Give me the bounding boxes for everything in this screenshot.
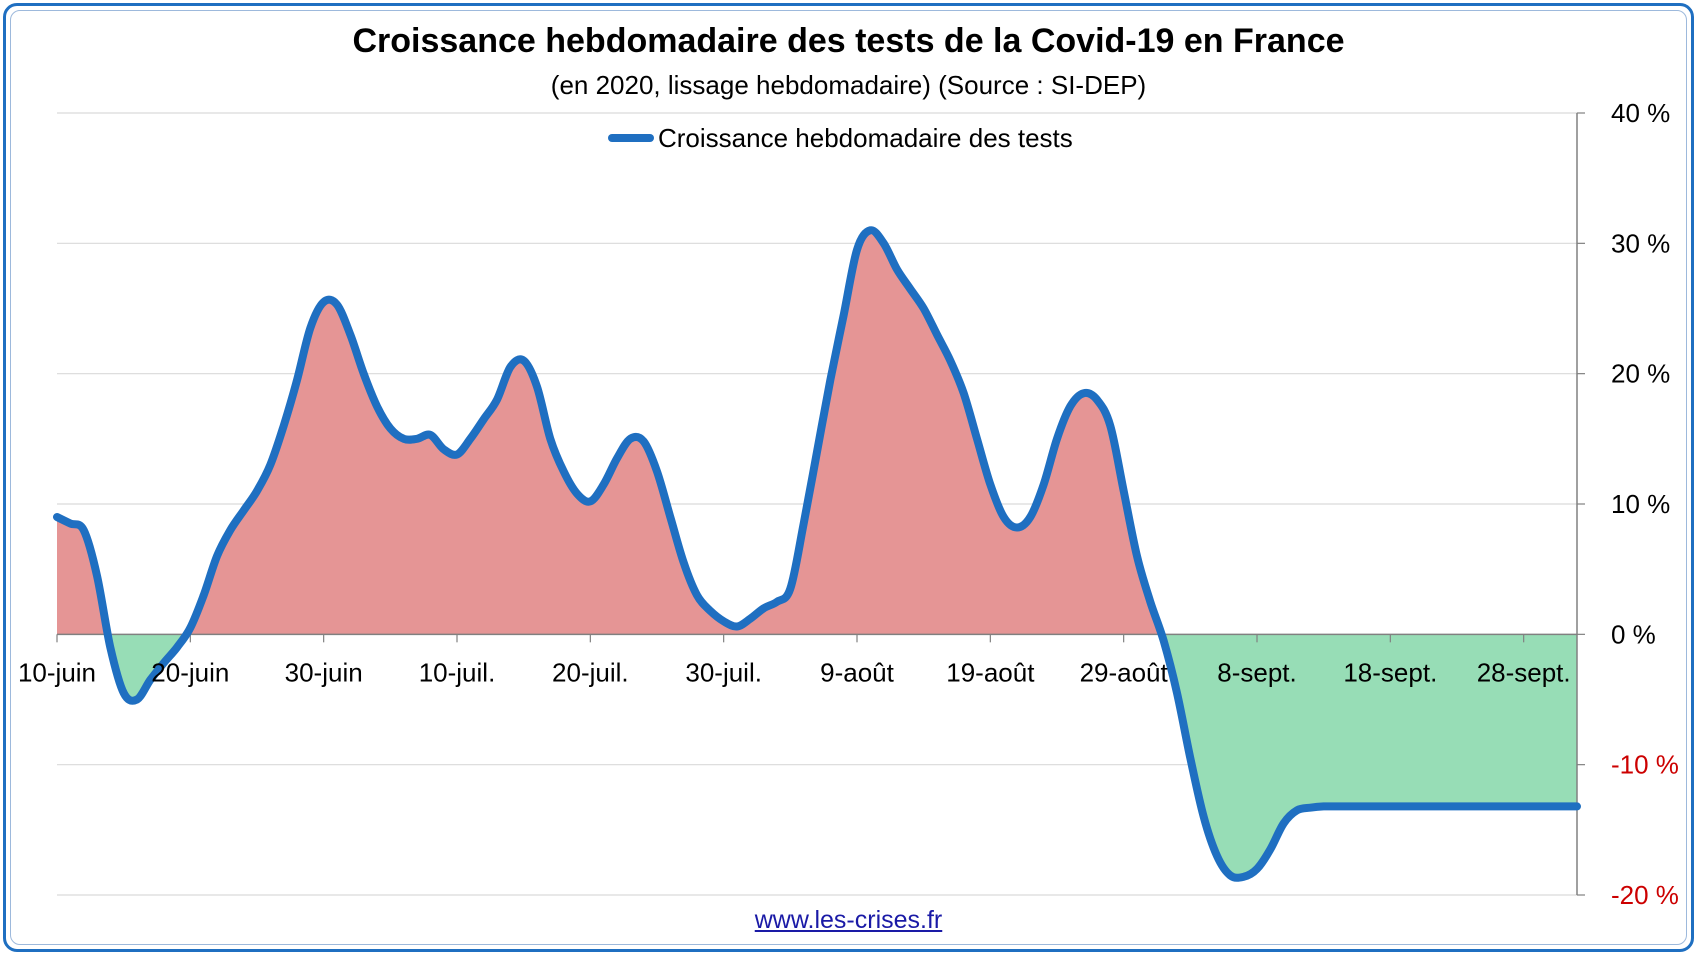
axes <box>56 112 1585 896</box>
x-tick-label: 19-août <box>946 657 1035 687</box>
x-tick-label: 8-sept. <box>1217 657 1297 687</box>
negative-area <box>1161 634 1577 877</box>
series-line-path <box>53 226 1581 882</box>
y-tick-label: -10 % <box>1611 750 1679 780</box>
x-tick-label: 9-août <box>820 657 894 687</box>
tick-labels: 40 % 30 % 20 % 10 % 0 % -10 % -20 % 10-juin 20-j… <box>18 98 1679 910</box>
y-tick-label: 0 % <box>1611 619 1656 649</box>
y-tick-label: -20 % <box>1611 880 1679 910</box>
chart-frame-inner <box>10 10 1687 945</box>
series-line <box>53 226 1581 882</box>
legend: Croissance hebdomadaire des tests <box>608 123 1073 153</box>
legend-label: Croissance hebdomadaire des tests <box>658 123 1073 153</box>
footer-link[interactable]: www.les-crises.fr <box>754 906 943 934</box>
x-tick-label: 20-juil. <box>552 657 629 687</box>
positive-area <box>57 517 108 635</box>
x-tick-label: 10-juin <box>18 657 96 687</box>
y-tick-label: 40 % <box>1611 98 1670 128</box>
x-tick-label: 18-sept. <box>1343 657 1437 687</box>
x-tick-label: 10-juil. <box>419 657 496 687</box>
positive-area <box>185 230 1162 635</box>
x-tick-label: 30-juin <box>285 657 363 687</box>
x-tick-label: 28-sept. <box>1477 657 1571 687</box>
y-tick-label: 30 % <box>1611 228 1670 258</box>
chart-subtitle: (en 2020, lissage hebdomadaire) (Source … <box>550 70 1147 100</box>
y-tick-label: 20 % <box>1611 359 1670 389</box>
x-tick-label: 29-août <box>1080 657 1169 687</box>
negative-area <box>107 634 186 700</box>
chart-title: Croissance hebdomadaire des tests de la … <box>352 22 1345 60</box>
area-fills <box>57 230 1577 877</box>
x-tick-label: 30-juil. <box>685 657 762 687</box>
y-tick-label: 10 % <box>1611 489 1670 519</box>
x-tick-label: 20-juin <box>151 657 229 687</box>
